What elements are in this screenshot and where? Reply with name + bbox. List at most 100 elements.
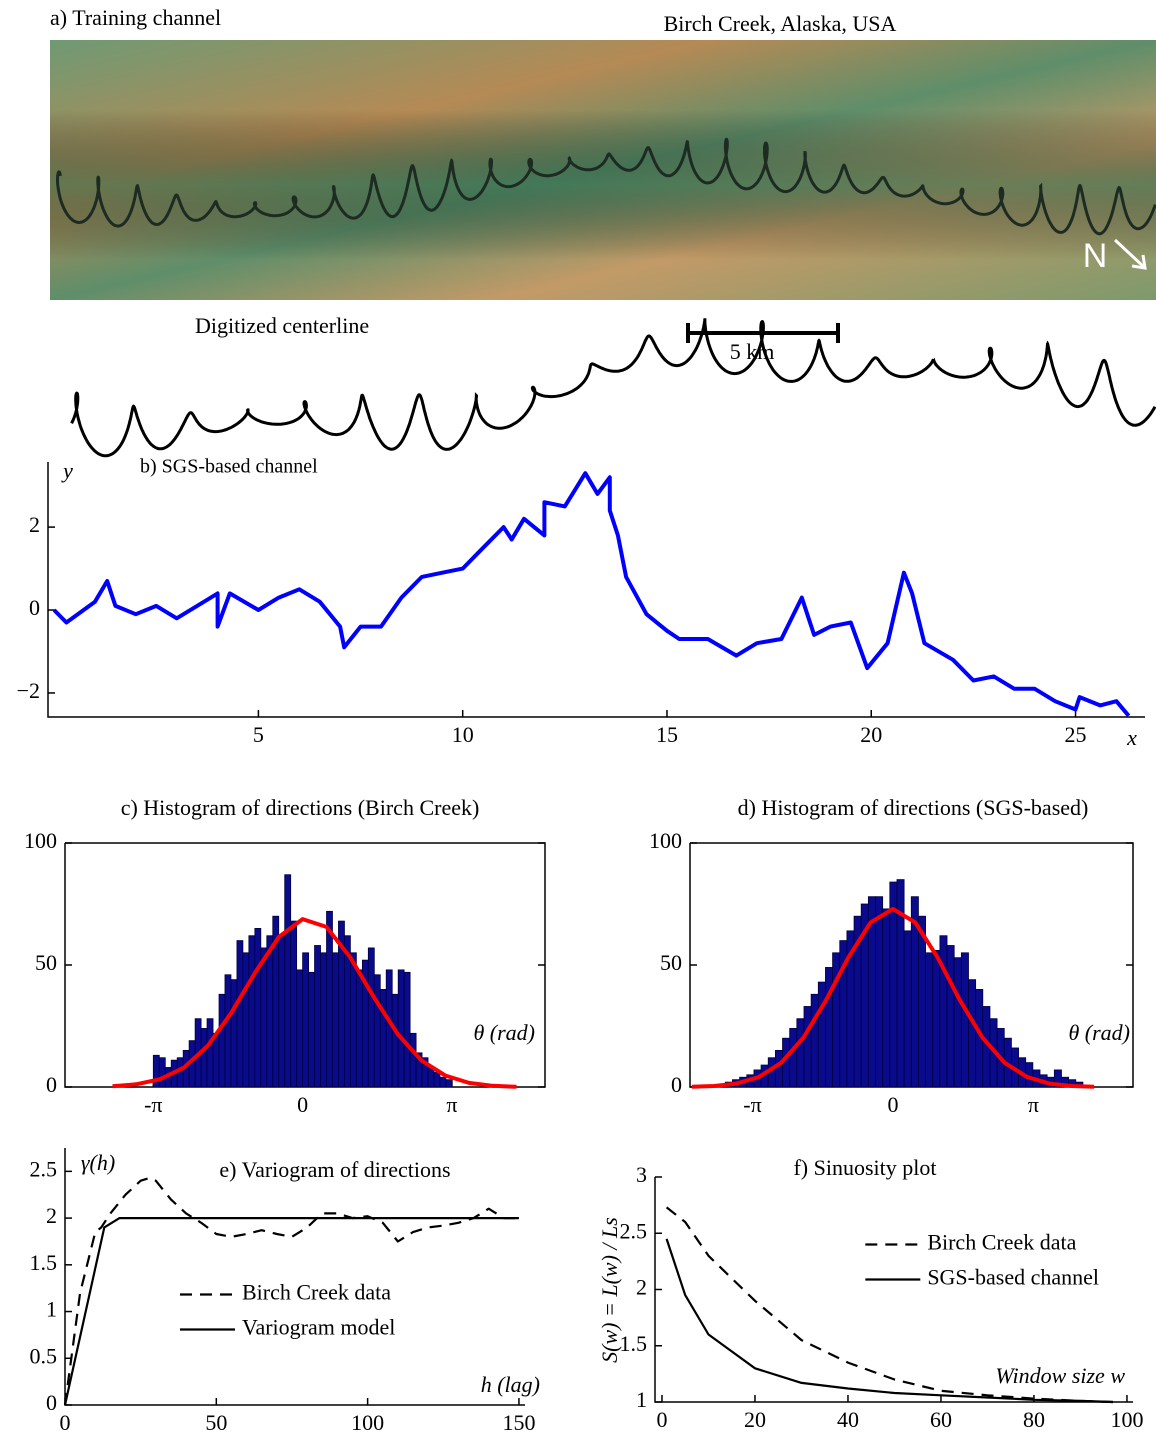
- x-tick-label: 10: [452, 722, 474, 747]
- fit-curve: [112, 917, 517, 1089]
- axis: [47, 462, 1145, 718]
- chart-title: c) Histogram of directions (Birch Creek): [121, 795, 480, 820]
- x-axis-label: θ (rad): [1068, 1020, 1130, 1045]
- y-tick-label: 1: [46, 1297, 57, 1322]
- scale-bar: [686, 323, 840, 343]
- y-tick-label: 1.5: [620, 1331, 648, 1356]
- x-tick-label: 150: [502, 1410, 535, 1435]
- x-tick-label: 0: [887, 1092, 898, 1117]
- y-tick-label: 2.5: [30, 1156, 58, 1181]
- legend-label: Variogram model: [242, 1315, 395, 1340]
- bar: [397, 969, 405, 1088]
- y-tick-label: 2.5: [620, 1218, 648, 1243]
- y-tick-label: 50: [660, 950, 682, 975]
- line: [63, 1176, 519, 1406]
- north-label: N: [1083, 237, 1108, 275]
- x-tick-label: 20: [860, 722, 882, 747]
- y-tick-label: 2: [636, 1275, 647, 1300]
- bar: [302, 952, 310, 1088]
- bar: [960, 952, 969, 1088]
- bar: [817, 981, 826, 1088]
- chart-title: e) Variogram of directions: [219, 1157, 450, 1182]
- bar: [932, 949, 941, 1088]
- bar: [236, 940, 244, 1088]
- x-axis-label: x: [1126, 725, 1137, 750]
- y-tick-label: 1: [636, 1387, 647, 1412]
- legend-label: Birch Creek data: [927, 1230, 1076, 1255]
- bar: [796, 1018, 805, 1088]
- bar: [903, 930, 912, 1088]
- x-axis-label: θ (rad): [473, 1020, 535, 1045]
- y-tick-label: 1.5: [30, 1250, 58, 1275]
- x-tick-label: 50: [205, 1410, 227, 1435]
- bar: [212, 1032, 220, 1088]
- bar: [314, 945, 321, 1088]
- bar: [230, 979, 238, 1088]
- bar: [266, 935, 274, 1088]
- fit-curve: [691, 906, 1095, 1089]
- x-axis-label: h (lag): [481, 1372, 540, 1397]
- bar: [248, 935, 256, 1088]
- y-tick-label: 2: [46, 1203, 57, 1228]
- bar: [296, 969, 304, 1088]
- bar: [349, 952, 357, 1088]
- bar: [439, 1076, 447, 1088]
- bar: [254, 928, 262, 1088]
- bar: [367, 947, 375, 1088]
- panel-a-title: a) Training channel: [50, 5, 221, 30]
- y-axis-label: y: [61, 458, 73, 483]
- y-tick-label: 50: [35, 950, 57, 975]
- bar: [224, 974, 232, 1088]
- x-tick-label: 0: [60, 1410, 71, 1435]
- scale-label: 5 km: [730, 339, 775, 364]
- y-tick-label: 100: [649, 828, 682, 853]
- bar: [882, 908, 891, 1088]
- x-tick-label: 100: [351, 1410, 384, 1435]
- bar: [403, 971, 411, 1088]
- x-tick-label: π: [1028, 1092, 1039, 1117]
- legend-label: SGS-based channel: [927, 1265, 1099, 1290]
- x-tick-label: 5: [253, 722, 264, 747]
- y-tick-label: 0: [46, 1072, 57, 1097]
- bar: [373, 974, 381, 1088]
- x-tick-label: 100: [1110, 1407, 1143, 1432]
- chart-title: f) Sinuosity plot: [793, 1155, 936, 1180]
- bar: [939, 935, 948, 1088]
- bar: [445, 1079, 453, 1088]
- x-tick-label: 15: [656, 722, 678, 747]
- y-tick-label: 0: [29, 595, 40, 620]
- bar: [427, 1067, 435, 1088]
- bar: [308, 971, 315, 1088]
- x-tick-label: 80: [1023, 1407, 1045, 1432]
- bar: [200, 1028, 208, 1088]
- bar: [206, 1018, 214, 1088]
- x-tick-label: -π: [743, 1092, 761, 1117]
- bar: [774, 1050, 783, 1088]
- floodplain: [50, 110, 1156, 260]
- river: [56, 137, 1156, 236]
- y-tick-label: 0.5: [30, 1343, 58, 1368]
- bar: [355, 969, 363, 1088]
- bar: [875, 896, 884, 1088]
- bar: [379, 989, 387, 1088]
- y-axis-label: S(w) = L(w) / Ls: [597, 1217, 622, 1363]
- x-tick-label: 0: [656, 1407, 667, 1432]
- line: [52, 471, 1131, 718]
- y-tick-label: 0: [46, 1390, 57, 1415]
- legend-label: Birch Creek data: [242, 1280, 391, 1305]
- bar: [391, 993, 399, 1088]
- y-tick-label: −2: [17, 678, 40, 703]
- north-arrow: [1113, 238, 1147, 270]
- chart-title: d) Histogram of directions (SGS-based): [738, 795, 1089, 820]
- x-axis-label: Window size w: [995, 1363, 1125, 1388]
- bar: [810, 993, 819, 1088]
- x-tick-label: 60: [930, 1407, 952, 1432]
- bar: [789, 1028, 798, 1088]
- x-tick-label: π: [446, 1092, 457, 1117]
- y-tick-label: 100: [24, 828, 57, 853]
- bar: [409, 1032, 417, 1088]
- line: [665, 1238, 1114, 1404]
- bar: [284, 874, 292, 1088]
- x-tick-label: 20: [744, 1407, 766, 1432]
